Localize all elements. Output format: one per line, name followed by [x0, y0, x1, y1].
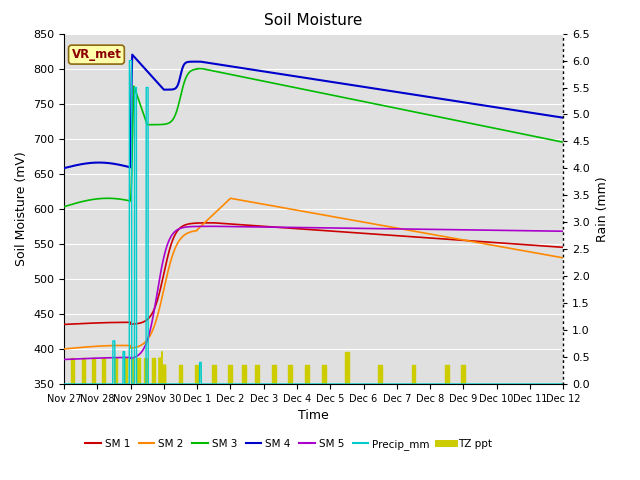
X-axis label: Time: Time: [298, 409, 329, 422]
Legend: SM 1, SM 2, SM 3, SM 4, SM 5, Precip_mm, TZ ppt: SM 1, SM 2, SM 3, SM 4, SM 5, Precip_mm,…: [81, 435, 496, 454]
Y-axis label: Soil Moisture (mV): Soil Moisture (mV): [15, 151, 28, 266]
Text: VR_met: VR_met: [72, 48, 122, 61]
Y-axis label: Rain (mm): Rain (mm): [596, 176, 609, 241]
Title: Soil Moisture: Soil Moisture: [264, 13, 363, 28]
